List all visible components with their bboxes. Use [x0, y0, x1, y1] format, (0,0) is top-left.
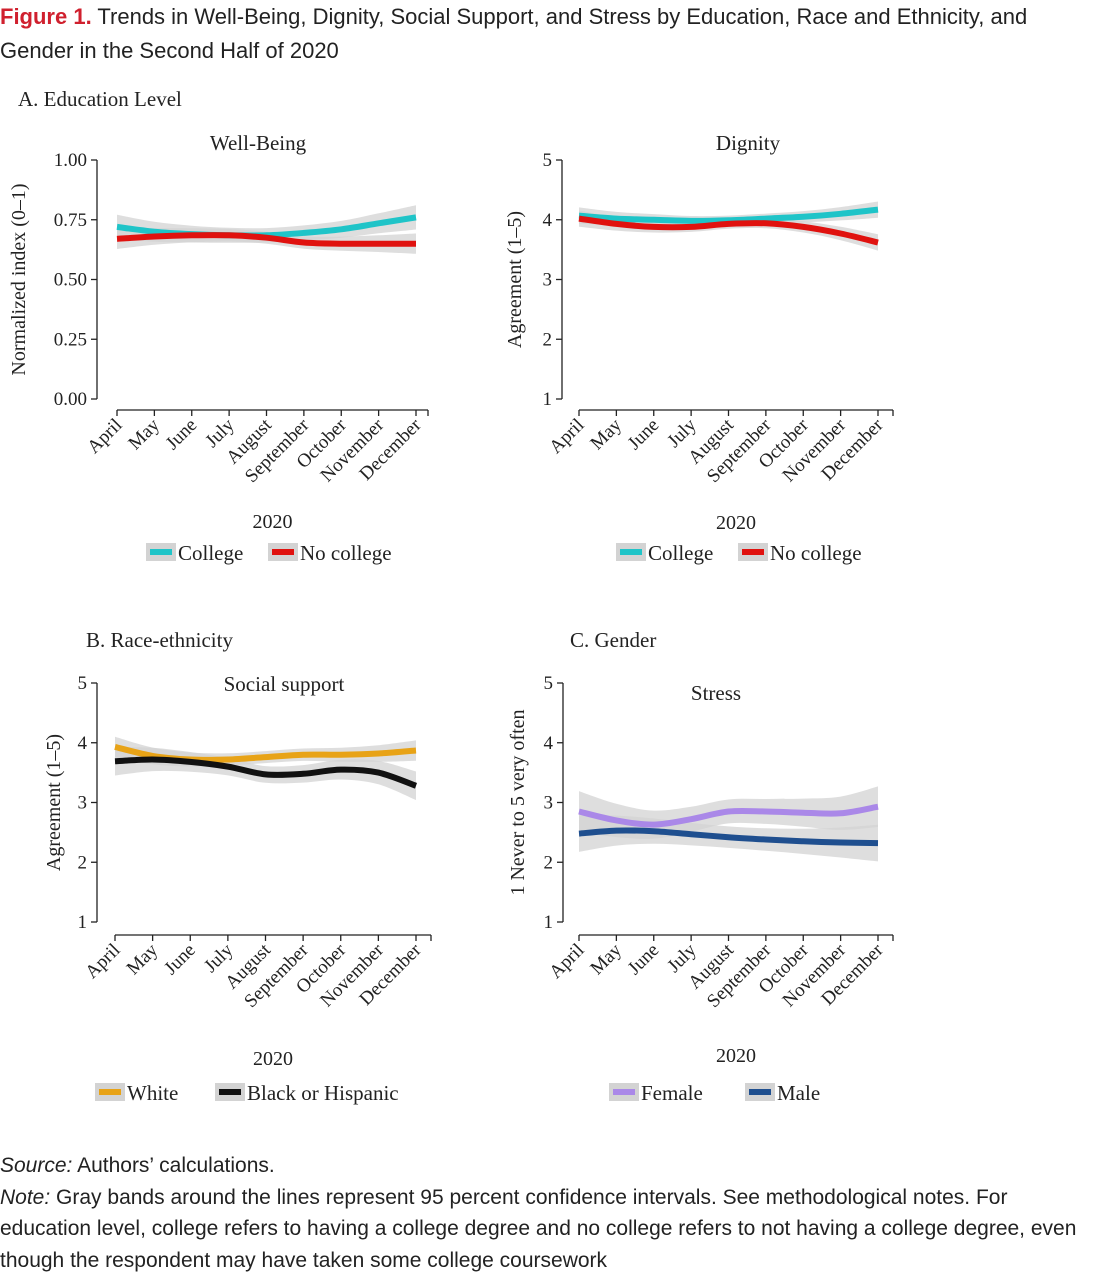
figure-label: Figure 1. [0, 4, 92, 29]
x-axis-label: 2020 [716, 1045, 756, 1067]
legend-label: No college [770, 541, 862, 565]
y-tick-label: 0.75 [54, 210, 87, 231]
y-tick-label: 5 [543, 150, 553, 171]
x-axis-label: 2020 [716, 512, 756, 534]
series-line [114, 756, 418, 789]
series-line [578, 215, 879, 246]
y-tick-label: 1.00 [54, 150, 87, 171]
x-tick-label: April [545, 940, 588, 983]
y-tick-label: 3 [543, 270, 553, 291]
panel-a-label: A. Education Level [18, 87, 182, 111]
chart-title: Dignity [716, 131, 781, 155]
x-tick-label: May [123, 939, 163, 979]
source-line: Source: Authors’ calculations. [0, 1150, 1100, 1182]
chart-title: Well-Being [210, 131, 307, 155]
y-tick-label: 2 [544, 852, 554, 873]
chart-title: Stress [691, 681, 741, 705]
x-axis-label: 2020 [253, 511, 293, 533]
x-tick-label: May [586, 414, 626, 454]
y-axis-label: Agreement (1–5) [504, 211, 526, 348]
note-label: Note: [0, 1185, 51, 1209]
social-support-chart: Social support 1 2 3 4 5 Agreement (1–5) AprilM… [43, 672, 432, 1105]
y-tick-label: 3 [78, 793, 88, 814]
well-being-chart: Well-Being 0.00 0.25 0.50 0.75 1.00 Normalized… [8, 131, 429, 565]
x-tick-label: May [124, 414, 164, 454]
legend-label: White [127, 1081, 178, 1105]
y-tick-label: 0.25 [54, 329, 87, 350]
source-label: Source: [0, 1154, 73, 1177]
y-tick-label: 4 [543, 210, 553, 231]
y-tick-label: 2 [78, 852, 88, 873]
note-text: Gray bands around the lines represent 95… [0, 1185, 1077, 1272]
y-tick-label: 1 [543, 389, 553, 410]
y-tick-label: 5 [544, 673, 554, 694]
x-tick-label: June [160, 940, 199, 979]
y-tick-label: 5 [78, 673, 88, 694]
series-line [578, 206, 879, 224]
y-axis-label: Normalized index (0–1) [8, 183, 30, 375]
source-text: Authors’ calculations. [77, 1154, 275, 1177]
x-tick-label: June [162, 415, 201, 454]
legend-label: Male [777, 1081, 820, 1105]
series-line [578, 827, 879, 847]
x-tick-label: April [81, 940, 124, 983]
y-axis-label: Agreement (1–5) [43, 734, 65, 871]
series-line [116, 232, 416, 247]
figure-notes: Source: Authors’ calculations. Note: Gra… [0, 1150, 1100, 1276]
x-axis-label: 2020 [253, 1048, 293, 1070]
y-tick-label: 1 [78, 912, 88, 933]
legend-label: College [648, 541, 713, 565]
x-tick-label: June [624, 415, 663, 454]
figure-caption: Figure 1. Trends in Well-Being, Dignity,… [0, 0, 1100, 68]
x-tick-label: June [624, 940, 663, 979]
figure-title: Trends in Well-Being, Dignity, Social Su… [0, 4, 1028, 63]
legend-label: Female [641, 1081, 703, 1105]
x-tick-label: April [545, 415, 588, 458]
y-tick-label: 0.50 [54, 270, 87, 291]
panel-c-label: C. Gender [570, 628, 656, 652]
y-tick-label: 1 [544, 912, 554, 933]
y-axis-label: 1 Never to 5 very often [507, 709, 529, 895]
legend-label: No college [300, 541, 392, 565]
y-tick-label: 4 [78, 733, 88, 754]
chart-title: Social support [224, 672, 345, 696]
legend-label: College [178, 541, 243, 565]
y-tick-label: 0.00 [54, 389, 87, 410]
series-line [578, 803, 879, 828]
y-tick-label: 2 [543, 329, 553, 350]
x-tick-label: May [586, 939, 626, 979]
x-tick-label: April [83, 415, 126, 458]
note-line: Note: Gray bands around the lines repres… [0, 1182, 1100, 1277]
y-tick-label: 3 [544, 793, 554, 814]
figure-canvas: A. Education Level B. Race-ethnicity C. … [8, 87, 894, 1105]
y-tick-label: 4 [544, 733, 554, 754]
panel-b-label: B. Race-ethnicity [86, 628, 233, 652]
legend-label: Black or Hispanic [247, 1081, 399, 1105]
